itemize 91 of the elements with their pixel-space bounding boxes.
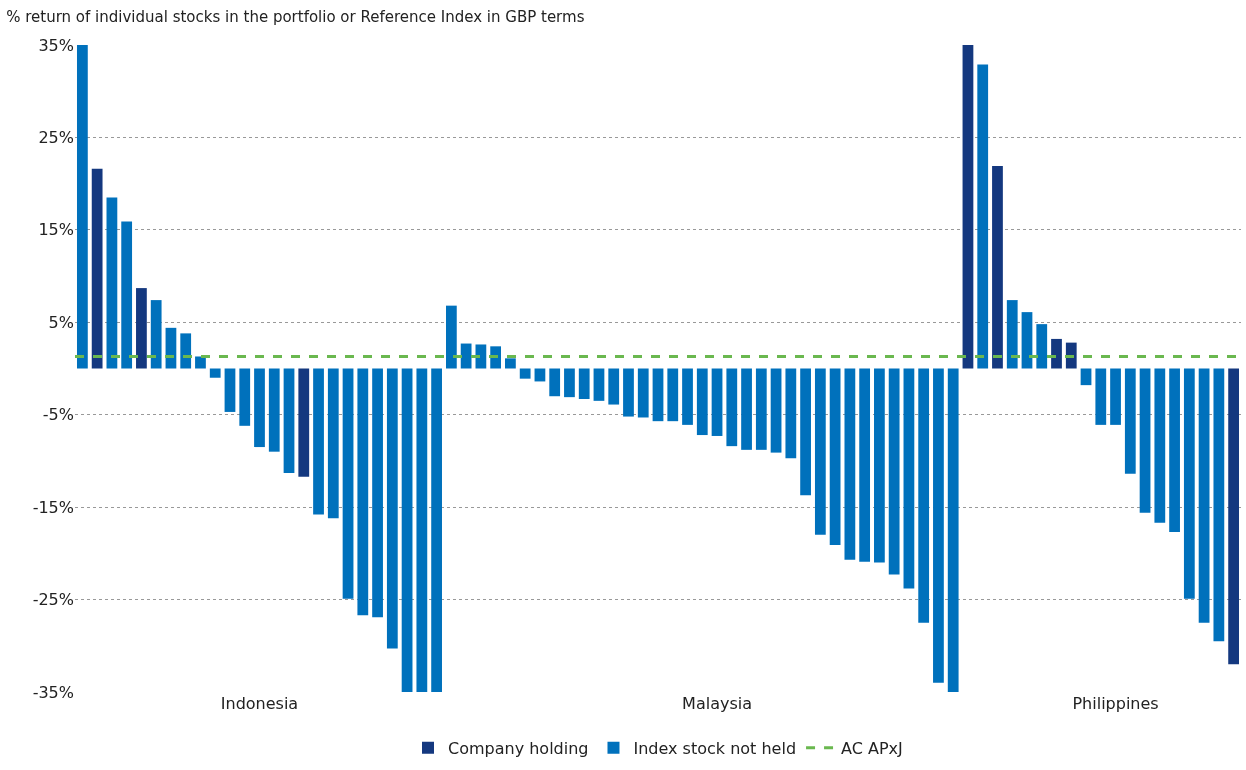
bar	[696, 368, 708, 436]
bar	[918, 368, 930, 623]
bar	[460, 343, 472, 369]
bar	[992, 166, 1003, 369]
bar	[859, 368, 871, 562]
bar	[564, 368, 575, 398]
bar	[1169, 368, 1180, 533]
bar	[903, 368, 915, 589]
y-tick-label: -15%	[32, 497, 74, 517]
bar	[1095, 368, 1107, 425]
bar	[962, 45, 974, 369]
bar	[386, 368, 398, 649]
bar	[785, 368, 797, 459]
bar	[1006, 300, 1018, 369]
bar	[1036, 324, 1048, 369]
bar	[874, 368, 885, 563]
bar	[1021, 312, 1033, 369]
bar	[578, 368, 590, 399]
y-tick-label: -35%	[32, 682, 74, 702]
bar	[623, 368, 634, 417]
bar	[372, 368, 383, 618]
bar	[239, 368, 251, 426]
bar	[91, 168, 103, 369]
bar	[652, 368, 664, 422]
y-tick-label: -25%	[32, 590, 74, 610]
x-tick-label: Indonesia	[220, 694, 299, 713]
bar	[1183, 368, 1195, 599]
bar	[608, 368, 620, 405]
bar	[475, 344, 487, 369]
bar	[1065, 342, 1077, 369]
x-tick-label: Malaysia	[682, 694, 752, 713]
bar	[342, 368, 354, 599]
bar	[977, 64, 989, 369]
bar	[150, 300, 162, 369]
y-tick-label: -5%	[42, 405, 74, 425]
y-tick-label: 15%	[38, 220, 74, 240]
bar	[593, 368, 605, 401]
bar	[637, 368, 649, 418]
x-tick-label: Philippines	[1072, 694, 1159, 713]
bar	[505, 358, 516, 369]
bar	[519, 368, 531, 379]
bar	[327, 368, 339, 519]
y-tick-label: 5%	[48, 312, 74, 332]
bar	[268, 368, 280, 452]
bar	[1110, 368, 1121, 425]
bar	[313, 368, 324, 515]
bar	[298, 368, 310, 477]
bar	[755, 368, 767, 450]
bar	[814, 368, 826, 535]
bar	[283, 368, 295, 473]
y-tick-label: 25%	[38, 128, 74, 148]
bar	[1139, 368, 1151, 513]
bar	[401, 368, 413, 692]
bar	[1051, 338, 1062, 369]
bar	[741, 368, 752, 450]
bar	[829, 368, 841, 546]
bar	[1198, 368, 1210, 623]
legend-label: Index stock not held	[633, 738, 797, 758]
legend-label: AC APxJ	[841, 738, 903, 758]
bar	[800, 368, 811, 496]
y-tick-label: 35%	[38, 35, 74, 55]
bar	[431, 368, 442, 692]
bar	[416, 368, 428, 692]
bar	[180, 333, 192, 369]
bar	[209, 368, 221, 378]
bar	[357, 368, 369, 616]
bar	[1213, 368, 1225, 642]
bar	[888, 368, 900, 575]
bar	[682, 368, 693, 425]
bar	[254, 368, 265, 448]
bar	[947, 368, 959, 692]
bar	[195, 356, 206, 369]
bar	[490, 346, 502, 369]
bar	[933, 368, 944, 683]
bar	[770, 368, 782, 453]
bar	[445, 305, 457, 369]
bar	[726, 368, 738, 447]
bar	[1228, 368, 1240, 665]
bar	[1154, 368, 1166, 523]
bar	[844, 368, 856, 560]
bar	[136, 288, 147, 369]
bar	[121, 221, 133, 369]
bar	[549, 368, 561, 397]
bar	[1124, 368, 1136, 474]
bar	[711, 368, 723, 436]
legend-label: Company holding	[448, 738, 589, 758]
bar	[76, 45, 88, 369]
bar	[224, 368, 236, 412]
bar	[106, 197, 118, 369]
chart-title: % return of individual stocks in the portfolio or Reference Index in GBP terms	[6, 8, 585, 27]
bar	[667, 368, 679, 422]
